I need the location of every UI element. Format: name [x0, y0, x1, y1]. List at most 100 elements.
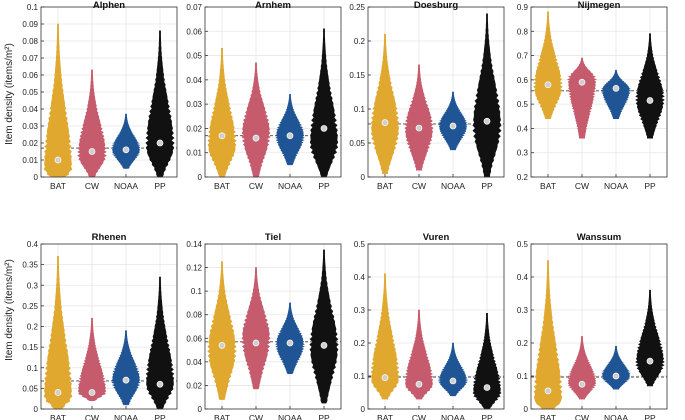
- y-tick-label: 0.3: [517, 306, 529, 315]
- x-tick-label-bat: BAT: [377, 181, 393, 191]
- axes-frame: [204, 243, 342, 410]
- median-marker-noaa: [612, 85, 620, 92]
- x-tick-label-noaa: NOAA: [441, 181, 465, 191]
- x-tick-label-noaa: NOAA: [441, 413, 465, 420]
- violin-noaa: [601, 346, 631, 390]
- y-tick-label: 0.4: [517, 124, 529, 133]
- y-axis-label-top: Item density (items/m²): [4, 43, 15, 145]
- median-marker-noaa: [286, 132, 294, 140]
- y-tick-label: 0.07: [22, 54, 38, 63]
- y-tick-label: 0.35: [22, 261, 38, 270]
- y-tick-label: 0.5: [517, 100, 529, 109]
- y-tick-label: 0.02: [186, 381, 202, 390]
- violin-bat: [533, 260, 563, 410]
- median-marker-cw: [88, 389, 96, 396]
- x-tick-label-noaa: NOAA: [114, 181, 138, 191]
- panel-doesburg: 0 0.05 0.1 0.15 0.2 0.25 BAT CW NOAA PP Doesburg: [349, 0, 505, 191]
- y-tick-label: 0.1: [354, 105, 366, 114]
- y-tick-label: 0.02: [22, 139, 38, 148]
- y-tick-label: 0.03: [22, 122, 38, 131]
- axes-frame: [204, 6, 342, 178]
- axes-frame: [367, 243, 505, 410]
- median-marker-pp: [320, 342, 328, 349]
- violin-noaa: [111, 330, 141, 406]
- violin-cw: [241, 62, 271, 178]
- median-marker-cw: [252, 134, 260, 142]
- y-axis-label-bottom: Item density (items/m²): [4, 259, 15, 361]
- x-tick-label-bat: BAT: [214, 181, 230, 191]
- violin-cw: [567, 336, 597, 400]
- axes-frame: [40, 6, 178, 178]
- median-marker-noaa: [122, 376, 130, 384]
- y-tick-label: 0.2: [517, 173, 529, 182]
- y-tick-label: 0.04: [186, 76, 202, 85]
- violin-pp: [145, 276, 175, 410]
- y-tick-label: 0.05: [22, 88, 38, 97]
- violin-noaa: [438, 91, 468, 151]
- y-tick-label: 0.15: [22, 343, 38, 352]
- y-tick-label: 0.3: [517, 149, 529, 158]
- panel-vuren: 0 0.1 0.2 0.3 0.4 0.5 BAT CW NOAA PP Vuren: [354, 232, 505, 420]
- y-tick-label: 0: [34, 405, 39, 414]
- y-tick-label: 0.08: [22, 37, 38, 46]
- panel-title: Nijmegen: [578, 0, 621, 11]
- y-tick-label: 0.01: [22, 156, 38, 165]
- x-tick-label-cw: CW: [85, 181, 99, 191]
- panel-wanssum: 0 0.1 0.2 0.3 0.4 0.5 BAT CW NOAA PP Wanssum: [517, 232, 668, 420]
- violin-noaa: [275, 302, 305, 374]
- violin-pp: [309, 28, 339, 178]
- x-tick-label-pp: PP: [318, 413, 330, 420]
- median-marker-cw: [415, 380, 423, 388]
- y-tick-label: 0.03: [186, 100, 202, 109]
- violin-cw: [241, 267, 271, 390]
- violin-bat: [370, 33, 400, 174]
- y-tick-label: 0: [524, 405, 529, 414]
- median-marker-bat: [218, 132, 226, 140]
- median-marker-bat: [544, 81, 552, 89]
- x-tick-label-pp: PP: [644, 413, 656, 420]
- y-tick-label: 0.1: [27, 364, 39, 373]
- x-tick-label-cw: CW: [249, 181, 263, 191]
- panel-title: Alphen: [93, 0, 125, 11]
- median-marker-noaa: [286, 339, 294, 347]
- violin-cw: [567, 57, 597, 139]
- x-tick-label-pp: PP: [481, 181, 493, 191]
- x-tick-label-cw: CW: [575, 181, 589, 191]
- violin-pp: [309, 249, 339, 404]
- panel-title: Wanssum: [577, 232, 622, 243]
- median-marker-cw: [415, 124, 423, 132]
- violin-noaa: [600, 69, 632, 120]
- violin-pp: [635, 33, 665, 139]
- x-tick-label-cw: CW: [412, 413, 426, 420]
- median-marker-cw: [578, 78, 586, 86]
- violin-pp: [635, 289, 665, 387]
- axes-frame: [40, 243, 178, 410]
- y-tick-label: 0.02: [186, 124, 202, 133]
- panel-arnhem: 0 0.01 0.02 0.03 0.04 0.05 0.06 0.07 BAT CW NOAA PP…: [186, 0, 342, 191]
- y-tick-label: 0.5: [354, 240, 366, 249]
- y-tick-label: 0: [34, 173, 39, 182]
- y-tick-label: 0.06: [186, 334, 202, 343]
- y-tick-label: 0.06: [22, 71, 38, 80]
- y-tick-label: 0.7: [517, 52, 529, 61]
- panel-title: Vuren: [423, 232, 450, 243]
- violin-pp: [472, 13, 502, 178]
- y-tick-label: 0: [361, 173, 366, 182]
- violin-bat: [207, 47, 237, 178]
- median-marker-pp: [156, 380, 164, 388]
- violin-pp: [145, 30, 175, 178]
- y-tick-label: 0.05: [22, 384, 38, 393]
- x-tick-label-pp: PP: [644, 181, 656, 191]
- y-tick-label: 0.07: [186, 3, 202, 12]
- y-tick-label: 0.9: [517, 3, 529, 12]
- median-marker-cw: [88, 148, 96, 155]
- violin-bat: [207, 261, 237, 400]
- y-tick-label: 0: [361, 405, 366, 414]
- violin-cw: [404, 64, 434, 171]
- x-tick-label-bat: BAT: [50, 181, 66, 191]
- median-marker-bat: [544, 387, 552, 395]
- violin-cw: [77, 69, 107, 178]
- x-tick-label-bat: BAT: [50, 413, 66, 420]
- x-tick-label-bat: BAT: [540, 181, 556, 191]
